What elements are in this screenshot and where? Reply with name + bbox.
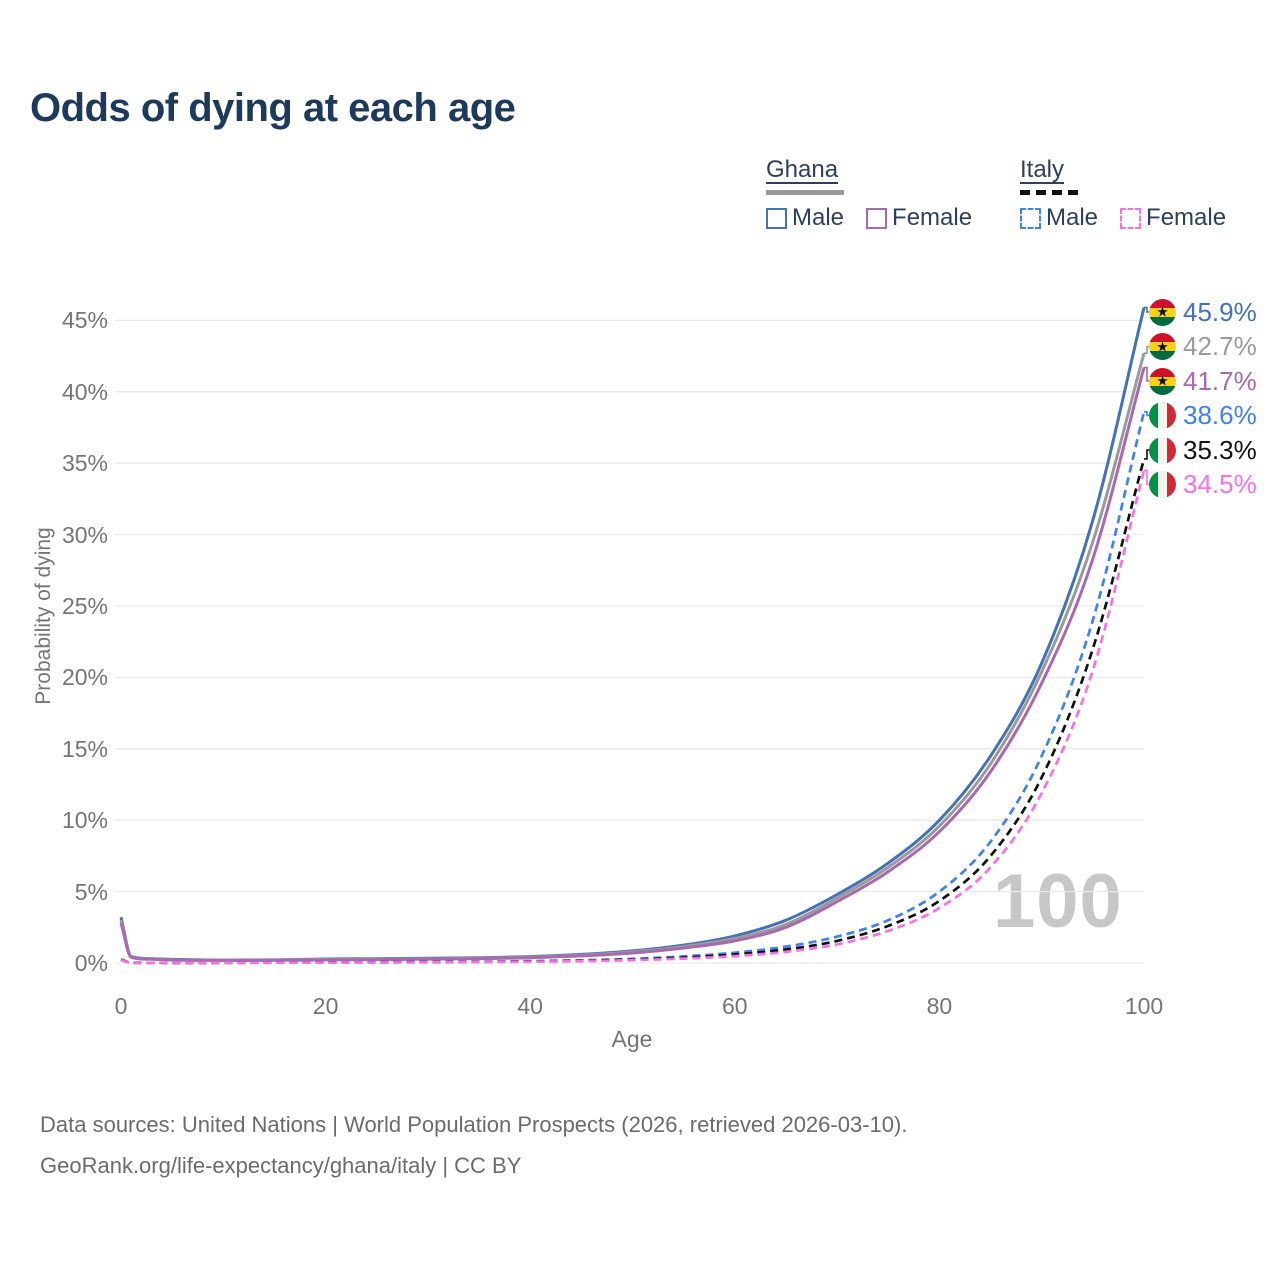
legend-italy-header[interactable]: Italy bbox=[1020, 156, 1226, 195]
legend-ghana-country-label: Ghana bbox=[766, 156, 839, 183]
end-label-ghana_male: 45.9% bbox=[1149, 295, 1257, 329]
series-line-ghana_male bbox=[119, 307, 1146, 962]
ghana-flag-icon bbox=[1149, 333, 1176, 360]
y-tick-label: 15% bbox=[61, 735, 108, 762]
end-value-italy_male: 38.6% bbox=[1183, 400, 1257, 430]
y-tick-label: 10% bbox=[61, 807, 108, 834]
end-value-ghana_female: 41.7% bbox=[1183, 365, 1257, 396]
end-label-italy_female: 34.5% bbox=[1149, 468, 1257, 502]
legend-italy-items: Male Female bbox=[1020, 204, 1226, 232]
y-tick-label: 40% bbox=[61, 378, 108, 405]
x-tick-label: 40 bbox=[517, 993, 543, 1019]
legend-italy-country-label: Italy bbox=[1020, 156, 1065, 183]
italy-flag-icon bbox=[1149, 402, 1176, 429]
footer-data-sources: Data sources: United Nations | World Pop… bbox=[40, 1112, 908, 1137]
label-connector bbox=[1144, 411, 1150, 417]
italy-male-swatch bbox=[1020, 207, 1041, 229]
legend-item-ghana-male[interactable]: Male bbox=[766, 204, 844, 232]
y-tick-label: 45% bbox=[61, 307, 108, 334]
end-value-italy_female: 34.5% bbox=[1183, 469, 1257, 499]
footer: Data sources: United Nations | World Pop… bbox=[40, 1104, 907, 1186]
x-tick-label: 80 bbox=[926, 993, 953, 1019]
x-tick-label: 0 bbox=[114, 993, 128, 1019]
end-label-ghana_both: 42.7% bbox=[1149, 330, 1257, 364]
ghana-flag-icon bbox=[1149, 298, 1176, 326]
label-connector bbox=[1144, 469, 1150, 486]
x-axis-title: Age bbox=[611, 1026, 653, 1052]
italy-both-line-swatch bbox=[1020, 190, 1078, 195]
legend-group-italy: Italy Male Female bbox=[1020, 156, 1226, 232]
legend-label-ghana-male: Male bbox=[792, 204, 845, 231]
ghana-male-swatch bbox=[766, 207, 787, 229]
italy-female-swatch bbox=[1120, 207, 1142, 229]
legend-label-italy-male: Male bbox=[1046, 204, 1099, 231]
legend-label-italy-female: Female bbox=[1146, 204, 1227, 231]
legend-item-italy-male[interactable]: Male bbox=[1020, 204, 1098, 232]
italy-flag-icon bbox=[1149, 436, 1176, 464]
y-tick-label: 0% bbox=[74, 950, 108, 976]
page-title: Odds of dying at each age bbox=[30, 86, 516, 130]
legend-group-ghana: Ghana Male Female bbox=[766, 156, 972, 232]
footer-attribution: GeoRank.org/life-expectancy/ghana/italy … bbox=[40, 1153, 522, 1178]
legend: Ghana Male Female Italy bbox=[766, 156, 1266, 246]
italy-flag-icon bbox=[1149, 471, 1176, 498]
x-tick-label: 20 bbox=[312, 993, 339, 1019]
legend-item-ghana-female[interactable]: Female bbox=[866, 204, 972, 232]
label-connector bbox=[1144, 449, 1150, 460]
end-label-italy_male: 38.6% bbox=[1149, 399, 1257, 433]
ghana-both-line-swatch bbox=[766, 190, 844, 195]
ghana-female-swatch bbox=[866, 207, 888, 229]
end-value-italy_both: 35.3% bbox=[1183, 434, 1257, 465]
ghana-flag-icon bbox=[1149, 367, 1176, 395]
legend-ghana-header[interactable]: Ghana bbox=[766, 156, 972, 195]
y-axis-title: Probability of dying bbox=[32, 527, 55, 705]
series-line-italy_female bbox=[120, 469, 1146, 965]
age-counter-watermark: 100 bbox=[993, 859, 1123, 944]
series-line-italy_male bbox=[120, 411, 1146, 965]
x-tick-label: 100 bbox=[1124, 993, 1164, 1019]
end-label-ghana_female: 41.7% bbox=[1149, 364, 1257, 398]
legend-label-ghana-female: Female bbox=[892, 204, 973, 231]
y-tick-label: 5% bbox=[74, 878, 108, 905]
x-tick-label: 60 bbox=[722, 993, 748, 1019]
y-tick-label: 25% bbox=[61, 593, 108, 619]
series-line-ghana_female bbox=[119, 367, 1146, 962]
y-tick-label: 30% bbox=[61, 521, 108, 548]
end-label-italy_both: 35.3% bbox=[1149, 433, 1257, 467]
end-value-ghana_male: 45.9% bbox=[1183, 296, 1257, 327]
legend-ghana-items: Male Female bbox=[766, 204, 972, 232]
y-tick-label: 20% bbox=[61, 664, 108, 691]
y-tick-label: 35% bbox=[61, 450, 108, 477]
legend-item-italy-female[interactable]: Female bbox=[1120, 204, 1226, 232]
end-value-ghana_both: 42.7% bbox=[1183, 331, 1257, 361]
